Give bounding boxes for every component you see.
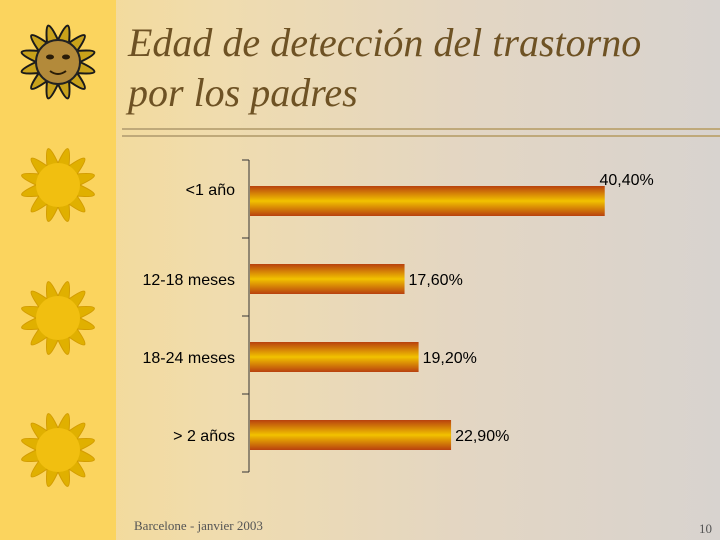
footer-text: Barcelone - janvier 2003 [134,518,263,533]
sun-icon [20,24,96,100]
bar [250,342,419,372]
slide-title: Edad de detección del trastorno por los … [128,18,713,118]
title-divider [122,128,720,137]
slide-title-line-1: Edad de detección del trastorno [128,20,642,65]
sun-decoration-sidebar [0,0,116,540]
data-label: 22,90% [455,428,509,445]
bar [250,186,605,216]
slide-title-line-2: por los padres [128,70,358,115]
sun-icon [21,148,95,222]
category-label: <1 año [186,182,235,199]
page-number: 10 [699,521,712,536]
category-label: > 2 años [173,428,235,445]
data-label: 40,40% [599,172,653,189]
bar [250,264,405,294]
category-label: 12-18 meses [143,272,236,289]
sun-icon [21,281,95,355]
category-label: 18-24 meses [143,350,236,367]
bar [250,420,452,450]
bar-chart: <1 año 40,40% 12-18 meses 17,60% 18-24 meses… [143,159,654,473]
data-label: 17,60% [409,272,463,289]
data-label: 19,20% [423,350,477,367]
sun-icon [21,413,95,487]
